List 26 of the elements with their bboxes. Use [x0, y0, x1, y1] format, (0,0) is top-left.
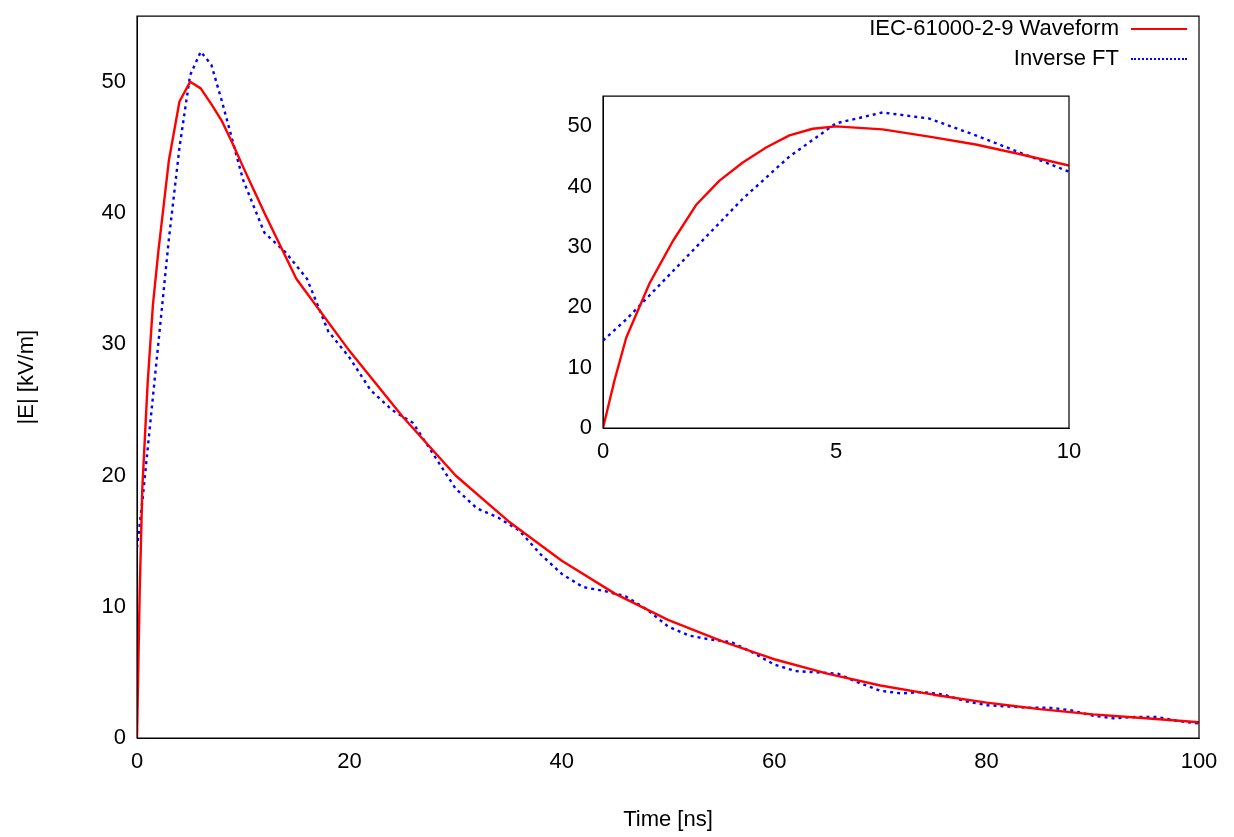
x-tick-label: 100	[1180, 748, 1218, 774]
y-tick-label: 0	[113, 724, 126, 750]
x-tick-label: 5	[829, 438, 843, 464]
y-tick-label: 20	[567, 293, 592, 319]
y-tick-label: 50	[567, 112, 592, 138]
x-axis-title: Time [ns]	[623, 805, 713, 831]
x-tick-label: 40	[549, 748, 575, 774]
y-tick-label: 30	[101, 330, 126, 356]
y-axis-title: |E| [kV/m]	[13, 329, 39, 425]
legend-label: Inverse FT	[1013, 45, 1119, 70]
x-tick-label: 60	[761, 748, 787, 774]
y-tick-label: 40	[101, 199, 126, 225]
x-tick-label: 10	[1056, 438, 1082, 464]
y-tick-label: 40	[567, 172, 592, 198]
y-tick-label: 10	[567, 353, 592, 379]
x-tick-label: 20	[337, 748, 362, 774]
line-series	[603, 111, 1069, 342]
y-tick-label: 50	[101, 67, 126, 93]
y-tick-label: 30	[567, 233, 592, 259]
x-tick-label: 0	[596, 438, 610, 464]
legend-label: IEC-61000-2-9 Waveform	[869, 15, 1119, 40]
y-tick-label: 20	[101, 461, 126, 487]
x-tick-label: 80	[974, 748, 999, 774]
x-tick-label: 0	[130, 748, 144, 774]
y-tick-label: 0	[579, 414, 592, 440]
y-tick-label: 10	[101, 592, 126, 618]
